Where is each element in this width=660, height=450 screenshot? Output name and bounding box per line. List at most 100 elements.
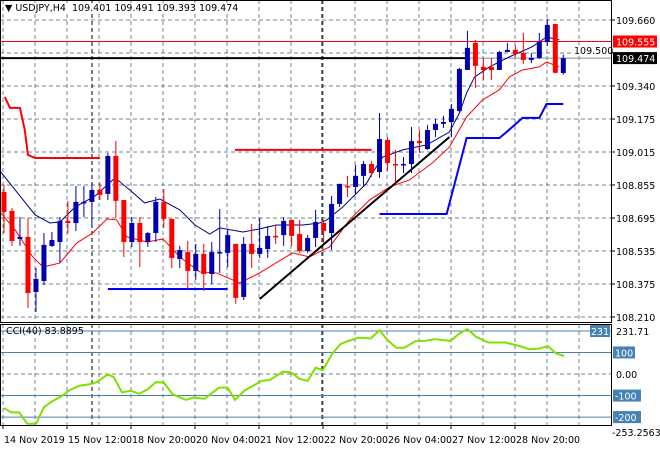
candle (41, 233, 47, 286)
candle-body (520, 52, 526, 60)
candle (393, 149, 399, 184)
candle-body (185, 252, 191, 271)
candle-body (57, 220, 63, 243)
candle (9, 208, 15, 246)
price-label: 109.340 (616, 82, 655, 93)
candle (161, 188, 167, 228)
cci-level-label: -200 (615, 413, 637, 424)
candle (432, 118, 438, 137)
candle (448, 103, 454, 137)
candle-body (265, 235, 271, 249)
close-value: 109.474 (199, 3, 239, 14)
candle (353, 165, 359, 195)
low-value: 109.393 (156, 3, 196, 14)
cci-level-tag (590, 325, 610, 337)
candle (464, 30, 470, 70)
candle-body (528, 57, 534, 60)
candle-body (241, 243, 247, 297)
time-label: 21 Nov 12:00 (260, 435, 324, 446)
candle-body (249, 243, 255, 254)
candle (265, 226, 271, 259)
candle-body (121, 200, 127, 243)
candle (257, 217, 263, 259)
ma-lower-line (0, 61, 560, 284)
candle (401, 157, 406, 174)
candle (105, 152, 111, 201)
candle (416, 129, 422, 153)
main-chart-frame (0, 0, 612, 323)
candle (361, 160, 367, 187)
candle-body (65, 220, 71, 223)
candle (560, 54, 566, 75)
candle-body (193, 253, 199, 271)
candle (97, 183, 103, 201)
price-label-bg (573, 45, 609, 56)
candle-body (153, 201, 159, 234)
price-label: 108.375 (616, 280, 655, 291)
candle (496, 50, 502, 70)
candle (17, 217, 23, 246)
candle-body (257, 247, 263, 254)
time-label: 28 Nov 20:00 (516, 435, 580, 446)
candle (81, 185, 87, 218)
candle-body (480, 66, 486, 70)
time-label: 14 Nov 2019 (4, 435, 65, 446)
candle-body (448, 108, 454, 123)
candle (345, 175, 351, 197)
price-label: 109.500 (574, 46, 613, 57)
candle (145, 231, 151, 247)
cci-max-label: 231.71 (616, 327, 649, 338)
cci-level-tag (613, 346, 635, 359)
candle (329, 195, 335, 251)
candle (121, 200, 127, 257)
ma-upper-line (0, 36, 560, 235)
candle (25, 217, 31, 308)
candle-body (377, 139, 383, 172)
candle (1, 184, 7, 234)
time-label: 22 Nov 20:00 (324, 435, 388, 446)
collapse-triangle-icon[interactable]: ▼ (5, 3, 16, 14)
candle-body (345, 185, 351, 188)
candle-body (129, 222, 135, 243)
candle-body (1, 192, 7, 212)
candle-body (161, 201, 167, 219)
chart-header: ▼ USDJPY,H4 109.401 109.491 109.393 109.… (5, 3, 241, 14)
candle (129, 217, 135, 247)
candle (305, 235, 311, 253)
candle-body (25, 236, 31, 294)
candle (177, 245, 183, 269)
candle (504, 42, 510, 52)
candle (480, 57, 486, 81)
candle-body (552, 23, 558, 73)
candle-body (393, 163, 399, 166)
candle (369, 160, 375, 177)
candle (289, 219, 295, 246)
candle (488, 57, 494, 81)
candle (456, 67, 462, 112)
candle-body (321, 222, 327, 231)
candle-body (472, 42, 478, 66)
candle-body (416, 141, 422, 143)
candle-body (145, 233, 151, 243)
candle (89, 183, 95, 227)
candle-body (337, 183, 343, 204)
candle (377, 112, 383, 178)
candle-body (432, 123, 438, 130)
candle-body (41, 244, 47, 281)
candle (185, 241, 191, 289)
candle-body (401, 163, 406, 166)
candle-body (385, 140, 391, 163)
candle (33, 268, 39, 312)
bid-price-label: 109.555 (616, 38, 655, 49)
candle (233, 243, 239, 304)
candle (520, 32, 526, 65)
candle (281, 217, 287, 246)
candle-body (233, 243, 239, 298)
candle-body (544, 24, 550, 42)
price-label: 108.535 (616, 247, 655, 258)
cci-level-tag (613, 411, 641, 424)
cci-level-tag (613, 389, 641, 402)
candle (65, 200, 71, 234)
